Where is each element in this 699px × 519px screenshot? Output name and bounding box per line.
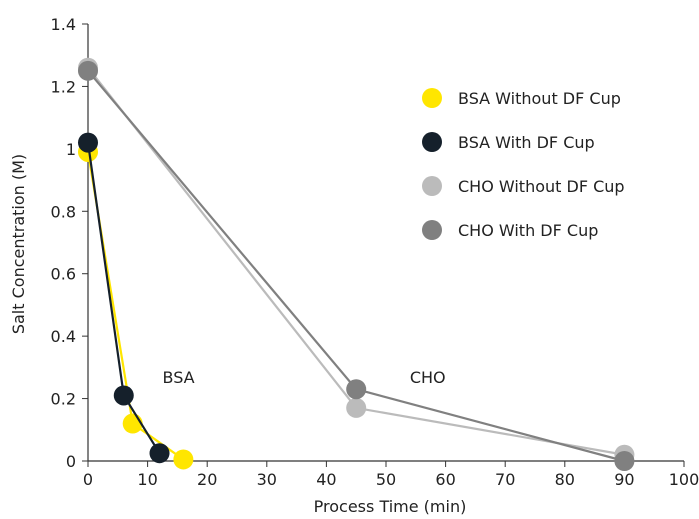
annotation-label: BSA [163,368,195,387]
annotation-label: CHO [410,368,446,387]
data-point [113,385,134,406]
annotation-layer: BSA CHO [163,368,446,387]
legend-label: BSA With DF Cup [458,133,595,152]
x-axis-title: Process Time (min) [314,497,467,516]
x-tick-label: 60 [435,470,455,489]
series-line [86,142,161,454]
y-axis-title: Salt Concentration (M) [9,154,28,334]
data-point [78,60,98,81]
data-point [346,397,367,418]
x-tick-label: 30 [257,470,277,489]
y-tick-label: 1.2 [51,77,76,96]
series-layer [78,57,635,471]
x-tick-label: 70 [495,470,515,489]
legend-marker [422,132,442,152]
legend-label: CHO With DF Cup [458,221,598,240]
legend-marker [422,88,442,108]
series-bsa-with-df-cup [78,132,170,464]
y-tick-label: 0.2 [51,390,76,409]
data-point [614,451,635,471]
legend-marker [422,176,442,196]
y-tick-label: 1.4 [51,15,76,34]
y-tick-label: 0 [66,452,76,471]
y-tick-label: 0.8 [51,202,76,221]
legend-label: BSA Without DF Cup [458,89,621,108]
y-tick-label: 1 [66,140,76,159]
x-tick-label: 100 [669,470,699,489]
legend: BSA Without DF Cup BSA With DF Cup CHO Wit… [422,88,625,240]
axes: 0 10 20 30 40 50 60 70 80 90 100 0 0.2 0.4 0.6 0.8 1 1.2 1… [51,15,699,489]
x-tick-label: 50 [376,470,396,489]
data-point [346,379,367,400]
y-tick-label: 0.6 [51,265,76,284]
y-tick-label: 0.4 [51,327,76,346]
x-tick-label: 10 [137,470,157,489]
x-tick-label: 0 [83,470,93,489]
series-cho-without-df-cup [78,57,635,465]
legend-label: CHO Without DF Cup [458,177,625,196]
x-tick-label: 80 [555,470,575,489]
series-cho-with-df-cup [78,60,635,471]
data-point [149,443,170,464]
data-point [173,449,194,470]
x-tick-label: 90 [614,470,634,489]
legend-marker [422,220,442,240]
data-point [78,132,98,153]
x-tick-label: 40 [316,470,336,489]
data-point [122,413,143,434]
x-tick-label: 20 [197,470,217,489]
